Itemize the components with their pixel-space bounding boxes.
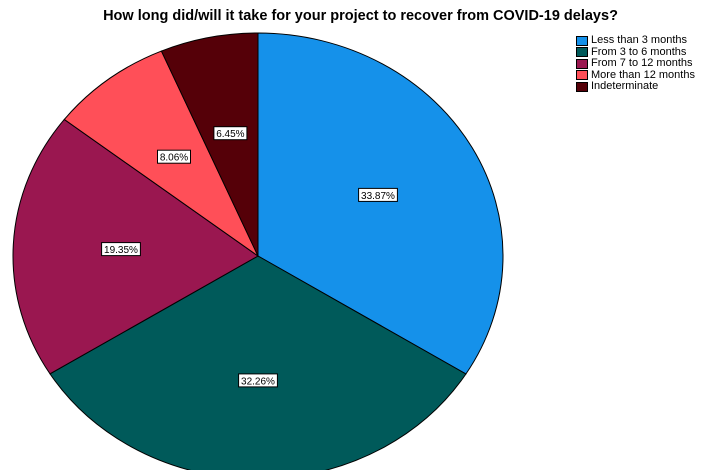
slice-label-0: 33.87% [358,187,398,202]
slice-label-4: 6.45% [213,126,248,141]
legend-swatch-0 [576,35,588,46]
legend: Less than 3 months From 3 to 6 months From… [576,35,695,93]
pie-slice-1 [49,255,467,470]
slice-label-text-2: 19.35% [104,245,138,256]
legend-item-2: From 7 to 12 months [576,58,695,69]
legend-swatch-2 [576,58,588,69]
legend-label-2: From 7 to 12 months [591,57,693,69]
slice-label-box-2 [101,242,141,257]
slice-label-text-1: 32.26% [241,376,275,387]
legend-label-3: More than 12 months [591,68,695,81]
legend-item-0: Less than 3 months [576,35,695,46]
slice-label-2: 19.35% [101,242,141,257]
slice-label-box-1 [238,373,278,388]
slice-label-text-4: 6.45% [216,129,244,140]
legend-item-3: More than 12 months [576,68,695,81]
slice-label-box-0 [358,187,398,202]
slice-label-text-0: 33.87% [361,191,395,202]
legend-label-0: Less than 3 months [591,34,688,46]
pie-slice-4 [160,32,259,257]
slice-label-text-3: 8.06% [160,153,188,164]
legend-swatch-3 [576,70,588,80]
legend-item-4: Indeterminate [576,81,695,92]
legend-label-4: Indeterminate [591,80,659,92]
legend-item-1: From 3 to 6 months [576,45,695,58]
slice-label-box-3 [157,149,191,164]
slice-label-3: 8.06% [157,149,191,164]
pie-slice-0 [257,32,504,375]
legend-swatch-1 [576,47,588,57]
chart-title: How long did/will it take for your proje… [103,8,618,24]
legend-label-1: From 3 to 6 months [591,45,687,58]
legend-swatch-4 [576,81,588,92]
slice-label-1: 32.26% [238,373,278,388]
slice-label-box-4 [213,126,248,141]
